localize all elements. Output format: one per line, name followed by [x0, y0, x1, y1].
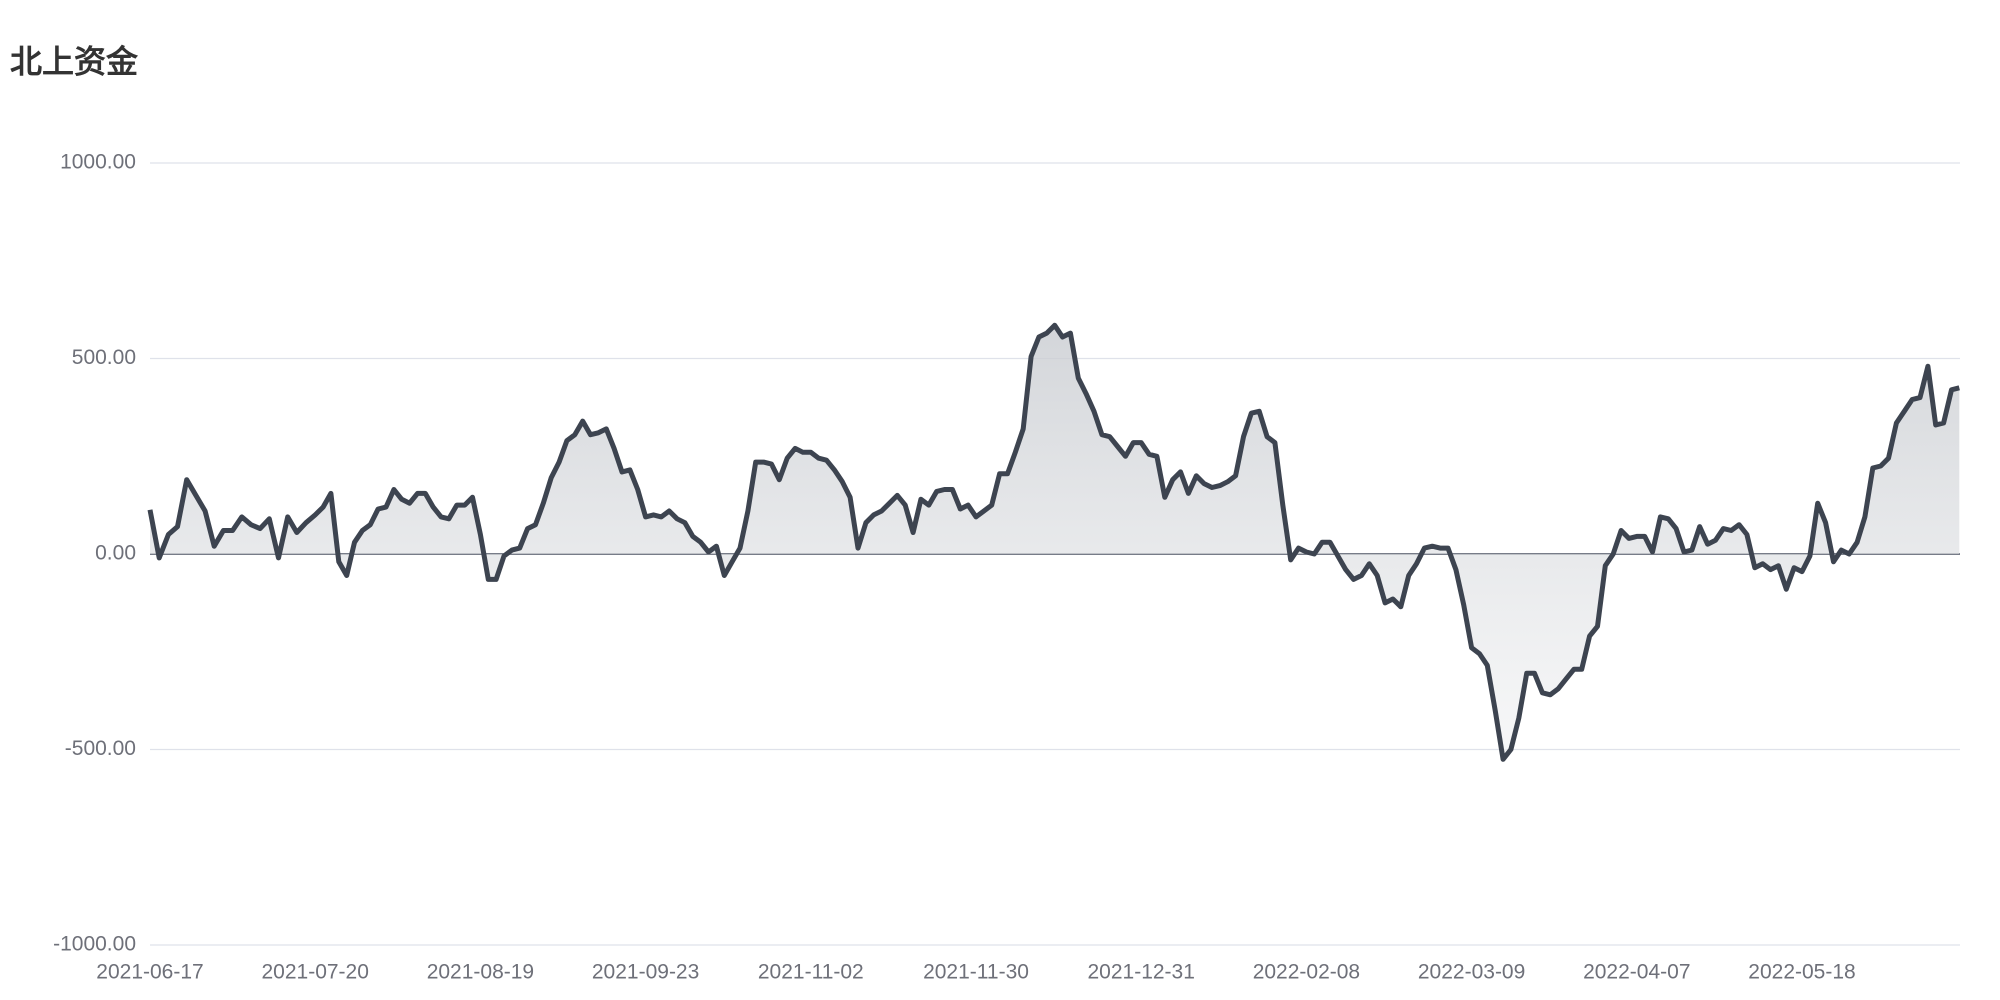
y-tick-label: 0.00 — [95, 542, 136, 565]
x-tick-label: 2021-09-23 — [592, 961, 699, 984]
x-tick-label: 2021-11-30 — [923, 961, 1029, 984]
y-tick-label: -500.00 — [65, 737, 136, 760]
x-tick-label: 2022-05-18 — [1748, 961, 1855, 984]
x-tick-label: 2022-02-08 — [1253, 961, 1360, 984]
x-tick-label: 2021-06-17 — [96, 961, 203, 984]
x-tick-label: 2021-11-02 — [758, 961, 864, 984]
x-tick-label: 2021-07-20 — [261, 961, 368, 984]
area — [150, 325, 1960, 760]
y-tick-label: 500.00 — [72, 346, 136, 369]
x-tick-label: 2021-12-31 — [1087, 961, 1194, 984]
y-tick-label: -1000.00 — [53, 933, 136, 956]
x-tick-label: 2022-03-09 — [1418, 961, 1525, 984]
x-tick-label: 2021-08-19 — [427, 961, 534, 984]
line — [147, 322, 1960, 762]
chart-title: 北上资金 — [10, 43, 139, 79]
y-tick-label: 1000.00 — [60, 151, 136, 174]
x-tick-label: 2022-04-07 — [1583, 961, 1690, 984]
